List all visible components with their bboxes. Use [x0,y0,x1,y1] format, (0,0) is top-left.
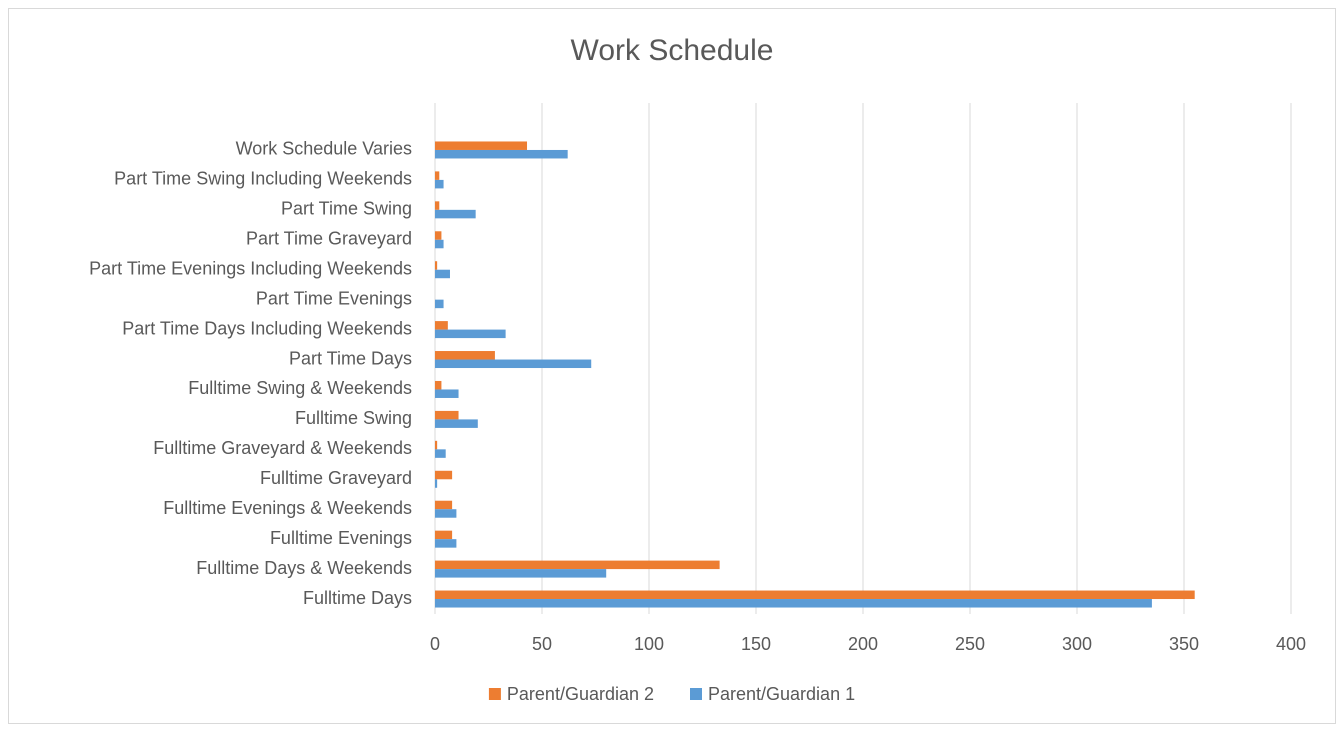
x-tick-label: 400 [1276,634,1306,654]
legend-swatch [488,688,501,700]
bar [435,351,495,360]
legend-label: Parent/Guardian 1 [708,684,855,704]
bar [435,329,506,339]
bar [435,440,438,450]
bar [435,389,459,398]
bar [435,410,459,420]
y-tick-label: Fulltime Graveyard & Weekends [153,438,412,458]
y-tick-label: Part Time Evenings [256,288,412,308]
bar [435,479,438,488]
bar [435,599,1152,608]
y-tick-label: Fulltime Graveyard [260,468,412,488]
y-tick-label: Part Time Days [289,348,412,368]
y-tick-label: Fulltime Days & Weekends [196,558,412,578]
bar [435,359,592,369]
x-tick-label: 150 [741,634,771,654]
bar [435,231,442,240]
y-tick-label: Work Schedule Varies [236,139,412,159]
bar [435,321,448,330]
bar [435,539,457,548]
bar [435,149,568,159]
bar [435,179,444,189]
bar [435,419,478,428]
chart-title: Work Schedule [571,34,774,67]
x-tick-label: 350 [1169,634,1199,654]
y-tick-label: Fulltime Evenings & Weekends [163,498,412,518]
bar [435,560,720,570]
bar [435,500,453,510]
bar [435,569,607,578]
legend-label: Parent/Guardian 2 [507,684,654,704]
x-tick-label: 300 [1062,634,1092,654]
bar [435,201,440,210]
x-tick-label: 200 [848,634,878,654]
y-tick-label: Part Time Graveyard [246,229,412,249]
bar [435,530,453,540]
x-tick-label: 0 [430,634,440,654]
y-tick-label: Part Time Days Including Weekends [122,318,412,338]
bar [435,269,450,279]
bar [435,239,444,249]
bar [435,299,444,309]
y-tick-label: Fulltime Swing [295,408,412,428]
bar [435,590,1195,600]
bar [435,449,446,458]
bar [435,509,457,518]
y-tick-label: Part Time Swing [281,199,412,219]
bar [435,171,440,180]
y-tick-label: Fulltime Days [303,588,412,608]
chart-frame [8,8,1336,724]
y-tick-label: Part Time Evenings Including Weekends [89,258,412,278]
bar [435,470,453,480]
bar [435,380,442,390]
bar [435,141,528,150]
y-tick-label: Fulltime Evenings [270,528,412,548]
x-tick-label: 100 [634,634,664,654]
y-tick-label: Fulltime Swing & Weekends [188,378,412,398]
y-tick-label: Part Time Swing Including Weekends [114,169,412,189]
x-tick-label: 50 [532,634,552,654]
legend-swatch [690,688,702,700]
x-tick-label: 250 [955,634,985,654]
bar [435,209,476,219]
bar [435,261,438,270]
